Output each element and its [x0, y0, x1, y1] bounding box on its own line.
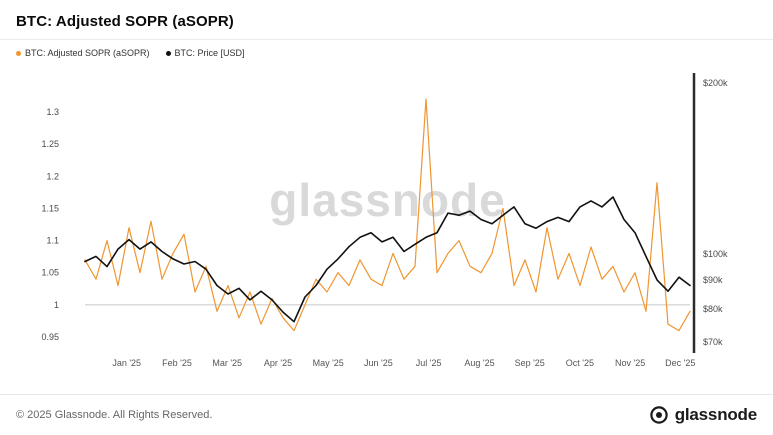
footer: © 2025 Glassnode. All Rights Reserved. g…	[0, 394, 773, 435]
x-axis-tick: Mar '25	[212, 358, 242, 368]
y-axis-left-tick: 0.95	[41, 332, 59, 342]
x-axis-tick: Nov '25	[615, 358, 645, 368]
y-axis-right-tick: $100k	[703, 249, 728, 259]
x-axis-tick: Jan '25	[112, 358, 141, 368]
price-legend-dot-icon	[165, 50, 171, 56]
y-axis-right-tick: $70k	[703, 337, 723, 347]
y-axis-right-tick: $80k	[703, 304, 723, 314]
asopr-legend-dot-icon	[16, 50, 21, 56]
page-title: BTC: Adjusted SOPR (aSOPR)	[16, 13, 234, 30]
copyright-text: © 2025 Glassnode. All Rights Reserved.	[16, 409, 213, 421]
y-axis-left-tick: 1.1	[46, 236, 59, 246]
chart-svg: glassnode 1.3 1.25 1.2 1.15 1.1 1.05 1 0.95 $200k…	[41, 73, 728, 368]
y-axis-left-tick: 1.05	[41, 268, 59, 278]
y-axis-right-tick: $90k	[703, 275, 723, 285]
glassnode-logo-icon	[650, 406, 668, 424]
x-axis-tick: Feb '25	[162, 358, 192, 368]
x-axis-tick: Jun '25	[364, 358, 393, 368]
price-line	[84, 196, 691, 323]
x-axis-tick: May '25	[313, 358, 344, 368]
legend-item-asopr[interactable]: BTC: Adjusted SOPR (aSOPR)	[16, 48, 150, 58]
x-axis-tick: Jul '25	[416, 358, 442, 368]
asopr-line	[84, 98, 691, 332]
y-axis-left-tick: 1.3	[46, 107, 59, 117]
watermark: glassnode	[269, 174, 506, 226]
legend-label-price: BTC: Price [USD]	[174, 48, 245, 58]
y-axis-left-tick: 1	[54, 300, 59, 310]
glassnode-wordmark: glassnode	[674, 405, 757, 424]
legend-item-price[interactable]: BTC: Price [USD]	[165, 48, 245, 58]
legend: BTC: Adjusted SOPR (aSOPR) BTC: Price [U…	[0, 40, 773, 58]
x-axis-tick: Sep '25	[515, 358, 545, 368]
y-axis-left-tick: 1.2	[46, 171, 59, 181]
chart-area: glassnode 1.3 1.25 1.2 1.15 1.1 1.05 1 0.95 $200k…	[0, 58, 773, 373]
x-axis-tick: Dec '25	[665, 358, 695, 368]
x-axis-tick: Apr '25	[264, 358, 292, 368]
header: BTC: Adjusted SOPR (aSOPR)	[0, 0, 773, 40]
y-axis-left-tick: 1.25	[41, 139, 59, 149]
glassnode-brand: glassnode	[649, 405, 757, 425]
legend-label-asopr: BTC: Adjusted SOPR (aSOPR)	[25, 48, 150, 58]
y-axis-left-tick: 1.15	[41, 203, 59, 213]
x-axis-tick: Oct '25	[566, 358, 594, 368]
x-axis-tick: Aug '25	[464, 358, 494, 368]
y-axis-right-tick: $200k	[703, 78, 728, 88]
